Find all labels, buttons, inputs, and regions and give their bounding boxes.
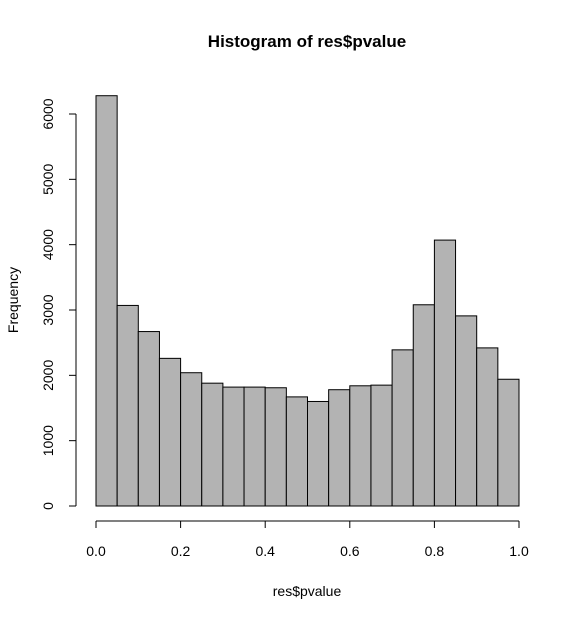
chart-title: Histogram of res$pvalue — [208, 32, 406, 51]
y-axis-tick-label: 0 — [40, 502, 56, 510]
histogram-bar — [412, 304, 435, 507]
x-axis-tick-label: 0.8 — [425, 543, 445, 559]
x-axis-label: res$pvalue — [273, 583, 342, 599]
histogram-bar — [455, 315, 478, 507]
x-axis-tick-label: 0.0 — [86, 543, 106, 559]
y-axis-label: Frequency — [5, 267, 21, 333]
y-axis-tick-label: 6000 — [40, 98, 56, 129]
y-axis-tick-label: 5000 — [40, 164, 56, 195]
histogram-bar — [433, 239, 457, 507]
y-axis-tick-label: 1000 — [40, 425, 56, 456]
y-axis-tick-label: 3000 — [40, 294, 56, 325]
histogram-bar — [180, 372, 203, 507]
x-axis: 0.0 0.2 0.4 0.6 0.8 1.0 — [86, 520, 529, 559]
histogram-bar — [222, 386, 245, 507]
x-axis-tick-label: 0.4 — [255, 543, 275, 559]
histogram-bar — [264, 387, 287, 507]
y-axis-tick-label: 2000 — [40, 360, 56, 391]
histogram-bar — [497, 378, 520, 507]
x-axis-tick-label: 1.0 — [509, 543, 529, 559]
y-axis-tick-label: 4000 — [40, 229, 56, 260]
y-axis: 0 1000 2000 3000 4000 5000 6000 — [40, 98, 77, 510]
histogram-bars — [95, 95, 520, 507]
histogram-bar — [95, 95, 118, 507]
histogram-bar — [307, 400, 330, 507]
histogram-bar — [201, 382, 224, 507]
histogram-bar — [137, 331, 160, 507]
histogram-bar — [243, 386, 266, 507]
histogram-bar — [116, 304, 139, 507]
x-axis-tick-label: 0.6 — [340, 543, 360, 559]
histogram-bar — [476, 347, 499, 507]
histogram-bar — [158, 357, 182, 507]
x-axis-tick-label: 0.2 — [171, 543, 191, 559]
histogram-bar — [349, 385, 372, 507]
histogram-bar — [370, 384, 393, 507]
histogram-bar — [285, 396, 309, 507]
histogram-bar — [328, 389, 351, 507]
histogram-bar — [391, 349, 414, 507]
